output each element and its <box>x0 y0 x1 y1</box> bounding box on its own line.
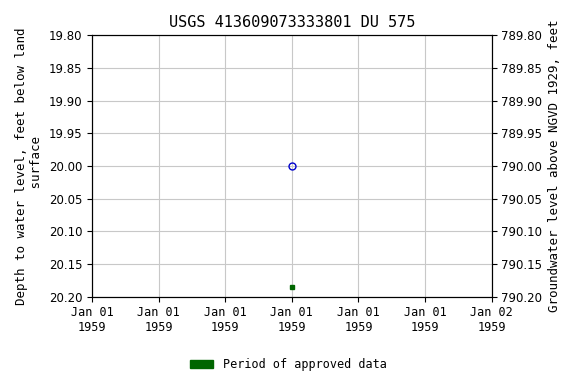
Y-axis label: Depth to water level, feet below land
 surface: Depth to water level, feet below land su… <box>15 27 43 305</box>
Legend: Period of approved data: Period of approved data <box>185 354 391 376</box>
Y-axis label: Groundwater level above NGVD 1929, feet: Groundwater level above NGVD 1929, feet <box>548 20 561 312</box>
Title: USGS 413609073333801 DU 575: USGS 413609073333801 DU 575 <box>169 15 415 30</box>
